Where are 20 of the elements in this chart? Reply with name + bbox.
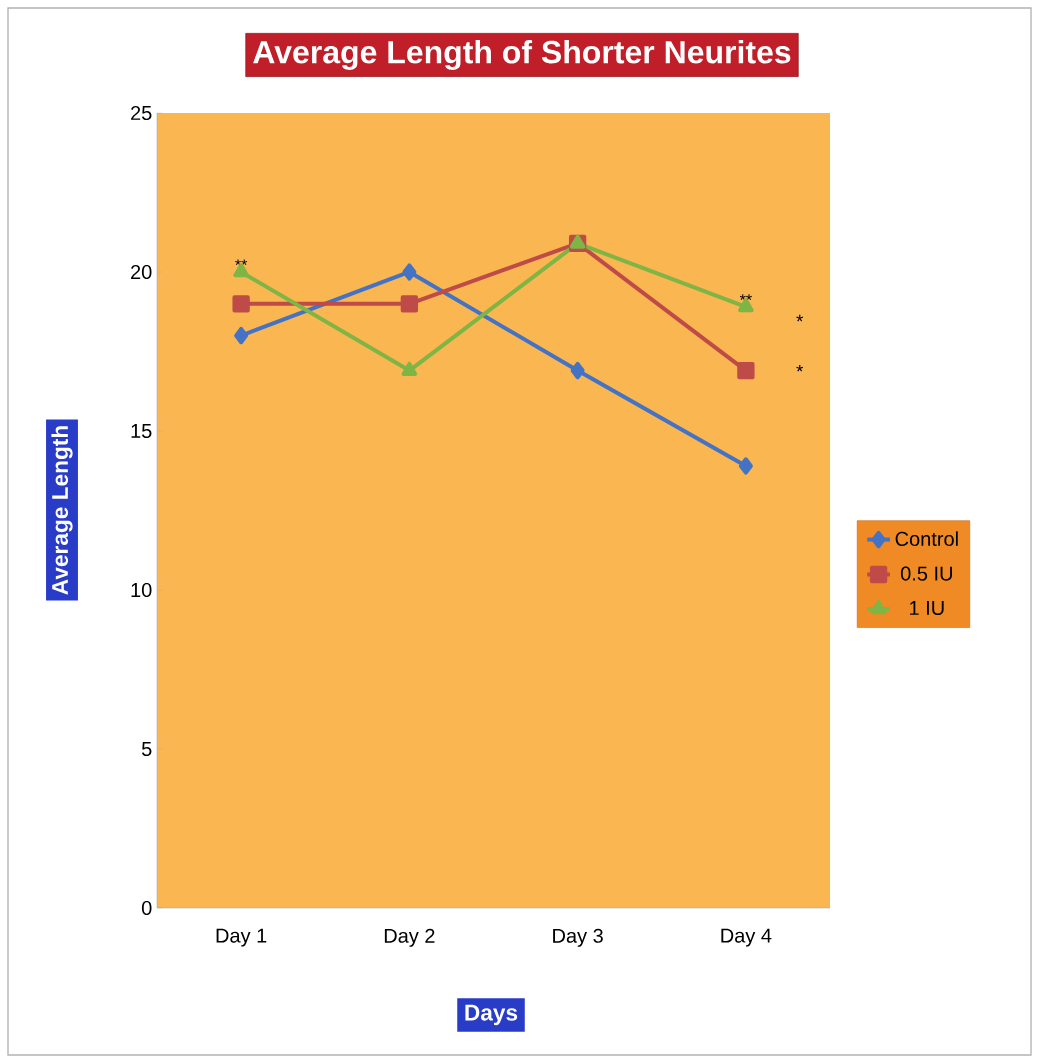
legend-label: 1 IU bbox=[910, 601, 944, 616]
annotation: * bbox=[796, 364, 804, 372]
y-tick-label: 25 bbox=[131, 105, 152, 121]
legend-label: Control bbox=[895, 531, 958, 546]
y-tick-label: 15 bbox=[131, 424, 152, 438]
annotation: ** bbox=[739, 294, 752, 300]
annotation: ** bbox=[235, 259, 248, 265]
y-axis-title: Average Length bbox=[51, 426, 73, 595]
y-tick-label: 5 bbox=[141, 742, 152, 756]
chart-title: Average Length of Shorter Neurites bbox=[253, 40, 791, 70]
x-tick-label: Day 1 bbox=[216, 928, 267, 947]
y-tick-label: 0 bbox=[141, 900, 152, 916]
x-axis-title: Days bbox=[465, 1004, 518, 1026]
legend-label: 0.5 IU bbox=[900, 566, 952, 581]
x-tick-label: Day 4 bbox=[721, 928, 772, 947]
y-tick-label: 10 bbox=[131, 582, 152, 598]
x-tick-label: Day 3 bbox=[553, 928, 603, 947]
x-tick-label: Day 2 bbox=[384, 928, 435, 947]
annotation: * bbox=[796, 314, 804, 322]
y-tick-label: 20 bbox=[131, 264, 152, 280]
